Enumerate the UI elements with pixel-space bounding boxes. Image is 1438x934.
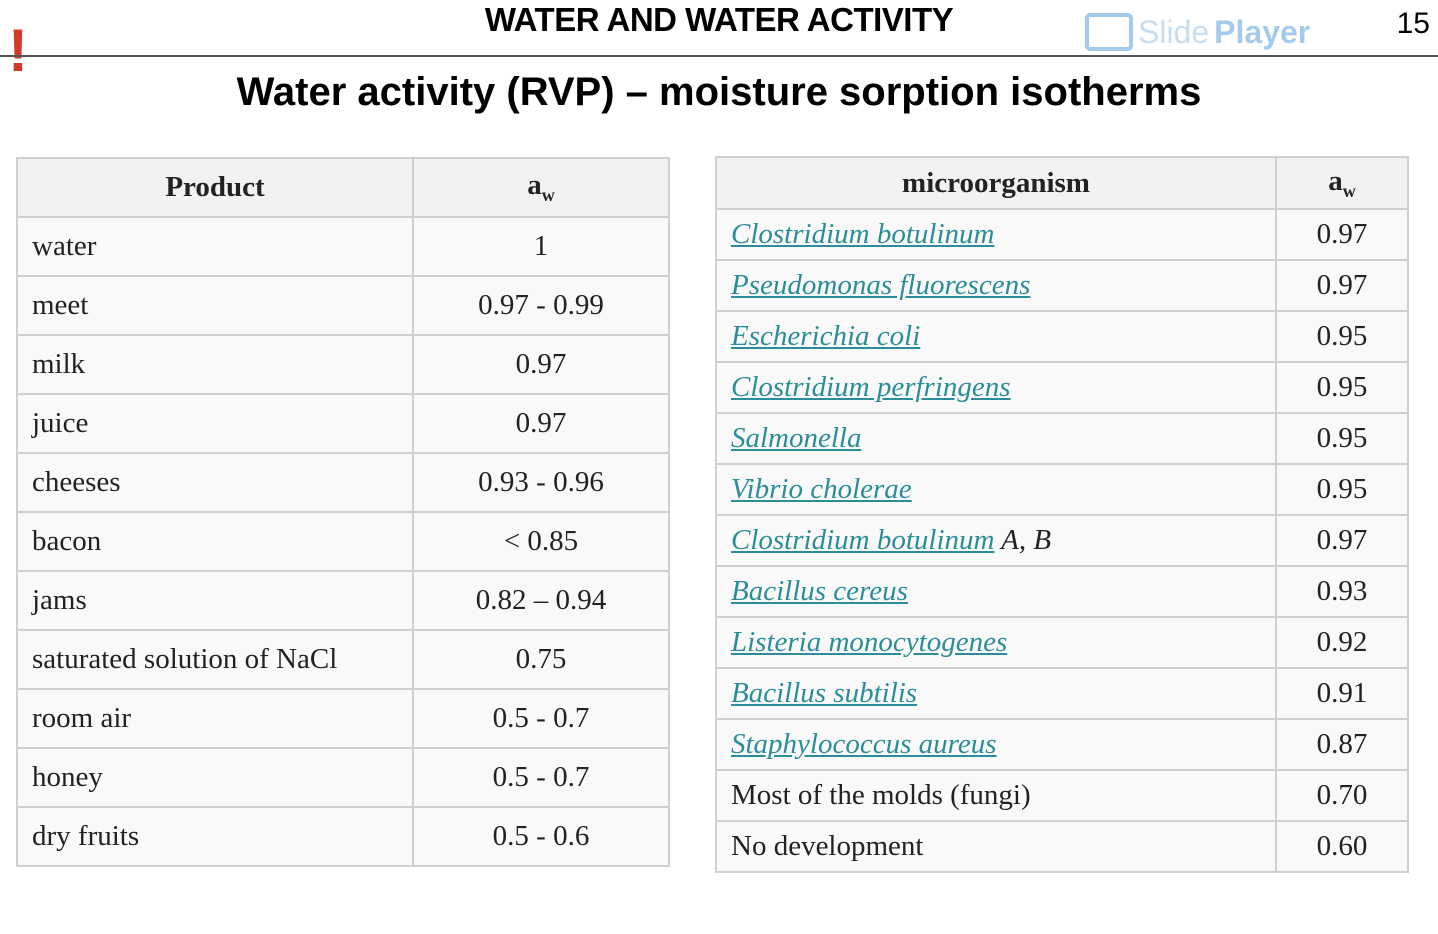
aw-value: 1 xyxy=(412,216,670,277)
table-row: No development 0.60 xyxy=(715,820,1409,873)
microorganism-link[interactable]: Staphylococcus aureus xyxy=(731,728,997,760)
aw-value: 0.5 - 0.7 xyxy=(412,688,670,749)
microorganism-cell: Bacillus subtilis xyxy=(715,667,1277,720)
aw-value: 0.97 - 0.99 xyxy=(412,275,670,336)
table-row: Escherichia coli 0.95 xyxy=(715,310,1409,363)
product-name: water xyxy=(16,216,414,277)
exclamation-icon: ! xyxy=(8,17,28,84)
microorganism-link[interactable]: Clostridium botulinum xyxy=(731,218,995,250)
table-row: dry fruits 0.5 - 0.6 xyxy=(16,806,670,867)
microorganism-cell: Escherichia coli xyxy=(715,310,1277,363)
header-aw: aw xyxy=(1275,156,1409,210)
table-row: Most of the molds (fungi) 0.70 xyxy=(715,769,1409,822)
aw-value: 0.93 - 0.96 xyxy=(412,452,670,513)
aw-value: 0.70 xyxy=(1275,769,1409,822)
microorganism-cell: Pseudomonas fluorescens xyxy=(715,259,1277,312)
slideplayer-logo: Slide Player xyxy=(1085,12,1310,52)
table-row: water 1 xyxy=(16,216,670,277)
table-row: Clostridium perfringens 0.95 xyxy=(715,361,1409,414)
table-row: milk 0.97 xyxy=(16,334,670,395)
product-name: saturated solution of NaCl xyxy=(16,629,414,690)
aw-value: 0.95 xyxy=(1275,310,1409,363)
microorganism-link[interactable]: Escherichia coli xyxy=(731,320,921,352)
microorganism-cell: Bacillus cereus xyxy=(715,565,1277,618)
table-row: honey 0.5 - 0.7 xyxy=(16,747,670,808)
table-row: room air 0.5 - 0.7 xyxy=(16,688,670,749)
microorganism-name: No development xyxy=(731,830,924,862)
aw-value: 0.5 - 0.6 xyxy=(412,806,670,867)
table-row: Bacillus subtilis 0.91 xyxy=(715,667,1409,720)
aw-value: < 0.85 xyxy=(412,511,670,572)
product-name: juice xyxy=(16,393,414,454)
table-row: bacon < 0.85 xyxy=(16,511,670,572)
table-row: Vibrio cholerae 0.95 xyxy=(715,463,1409,516)
aw-value: 0.97 xyxy=(1275,208,1409,261)
microorganism-link[interactable]: Bacillus subtilis xyxy=(731,677,918,709)
product-name: honey xyxy=(16,747,414,808)
microorganism-link[interactable]: Pseudomonas fluorescens xyxy=(731,269,1031,301)
microorganism-cell: Listeria monocytogenes xyxy=(715,616,1277,669)
table-row: Salmonella 0.95 xyxy=(715,412,1409,465)
microorganism-cell: Clostridium botulinum xyxy=(715,208,1277,261)
product-name: jams xyxy=(16,570,414,631)
product-name: milk xyxy=(16,334,414,395)
microorganism-link[interactable]: Vibrio cholerae xyxy=(731,473,912,505)
microorganism-cell: Salmonella xyxy=(715,412,1277,465)
aw-value: 0.97 xyxy=(412,334,670,395)
microorganism-link[interactable]: Listeria monocytogenes xyxy=(731,626,1008,658)
aw-value: 0.75 xyxy=(412,629,670,690)
aw-value: 0.87 xyxy=(1275,718,1409,771)
product-name: meet xyxy=(16,275,414,336)
microorganism-cell: No development xyxy=(715,820,1277,873)
divider xyxy=(0,55,1438,57)
slide-number: 15 xyxy=(1396,7,1430,40)
table-row: Bacillus cereus 0.93 xyxy=(715,565,1409,618)
aw-value: 0.92 xyxy=(1275,616,1409,669)
header-microorganism: microorganism xyxy=(715,156,1277,210)
microorganism-name: Most of the molds (fungi) xyxy=(731,779,1031,811)
aw-value: 0.91 xyxy=(1275,667,1409,720)
aw-value: 0.97 xyxy=(1275,259,1409,312)
microorganism-cell: Clostridium botulinum A, B xyxy=(715,514,1277,567)
aw-value: 0.95 xyxy=(1275,412,1409,465)
microorganism-link[interactable]: Clostridium perfringens xyxy=(731,371,1011,403)
microorganism-cell: Vibrio cholerae xyxy=(715,463,1277,516)
product-name: bacon xyxy=(16,511,414,572)
aw-value: 0.95 xyxy=(1275,463,1409,516)
aw-value: 0.93 xyxy=(1275,565,1409,618)
table-row: juice 0.97 xyxy=(16,393,670,454)
slide-title: Water activity (RVP) – moisture sorption… xyxy=(236,70,1202,114)
slide-header: WATER AND WATER ACTIVITY xyxy=(484,1,954,38)
table-row: Pseudomonas fluorescens 0.97 xyxy=(715,259,1409,312)
table-row: meet 0.97 - 0.99 xyxy=(16,275,670,336)
table-row: cheeses 0.93 - 0.96 xyxy=(16,452,670,513)
table-row: jams 0.82 – 0.94 xyxy=(16,570,670,631)
table-row: Clostridium botulinum A, B 0.97 xyxy=(715,514,1409,567)
microorganism-cell: Staphylococcus aureus xyxy=(715,718,1277,771)
aw-value: 0.97 xyxy=(1275,514,1409,567)
aw-value: 0.60 xyxy=(1275,820,1409,873)
header-product: Product xyxy=(16,157,414,218)
table-row: Staphylococcus aureus 0.87 xyxy=(715,718,1409,771)
product-aw-table: Product aw water 1 meet 0.97 - 0.99 milk 0.97… xyxy=(16,157,670,867)
microorganism-aw-table: microorganism aw Clostridium botulinum 0.… xyxy=(715,156,1409,873)
microorganism-link[interactable]: Clostridium botulinum xyxy=(731,524,995,556)
aw-value: 0.97 xyxy=(412,393,670,454)
aw-value: 0.5 - 0.7 xyxy=(412,747,670,808)
product-name: dry fruits xyxy=(16,806,414,867)
microorganism-link[interactable]: Salmonella xyxy=(731,422,862,454)
product-name: cheeses xyxy=(16,452,414,513)
aw-value: 0.82 – 0.94 xyxy=(412,570,670,631)
table-row: saturated solution of NaCl 0.75 xyxy=(16,629,670,690)
table-row: Listeria monocytogenes 0.92 xyxy=(715,616,1409,669)
product-name: room air xyxy=(16,688,414,749)
microorganism-link[interactable]: Bacillus cereus xyxy=(731,575,908,607)
logo-icon xyxy=(1085,13,1133,51)
microorganism-cell: Most of the molds (fungi) xyxy=(715,769,1277,822)
aw-value: 0.95 xyxy=(1275,361,1409,414)
microorganism-cell: Clostridium perfringens xyxy=(715,361,1277,414)
header-aw: aw xyxy=(412,157,670,218)
strain-suffix: A, B xyxy=(994,524,1052,556)
table-row: Clostridium botulinum 0.97 xyxy=(715,208,1409,261)
